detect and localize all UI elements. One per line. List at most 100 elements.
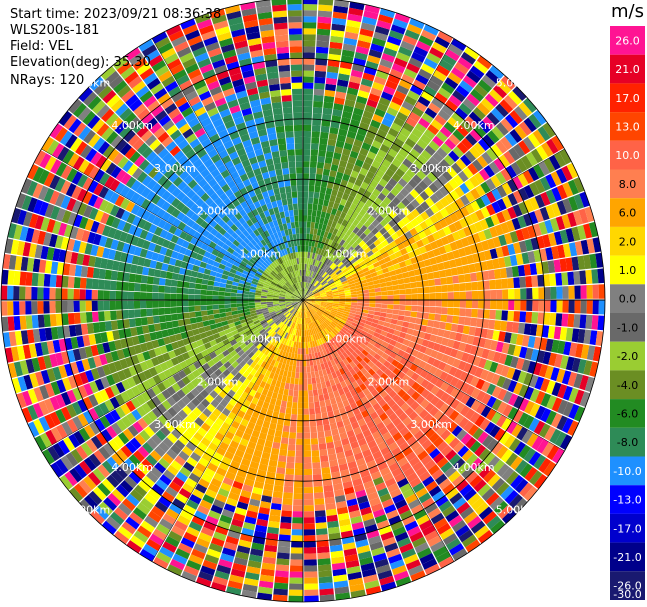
range-gate	[13, 316, 21, 331]
range-gate	[216, 446, 227, 457]
range-gate	[273, 436, 282, 444]
range-gate	[474, 525, 490, 539]
range-gate	[463, 488, 477, 502]
range-gate	[372, 174, 382, 184]
range-gate	[458, 417, 470, 429]
range-gate	[158, 277, 166, 286]
range-gate	[126, 212, 136, 224]
range-gate	[330, 247, 336, 255]
range-gate	[452, 249, 461, 259]
range-gate	[406, 62, 420, 74]
range-gate	[336, 85, 348, 94]
range-gate	[453, 458, 466, 470]
range-gate	[406, 212, 416, 222]
range-gate	[109, 204, 120, 217]
range-gate	[312, 279, 318, 286]
range-gate	[438, 269, 447, 278]
range-gate	[345, 25, 360, 34]
range-gate	[385, 260, 394, 268]
range-gate	[50, 159, 62, 174]
range-gate	[320, 304, 327, 308]
range-gate	[303, 535, 316, 542]
range-gate	[454, 401, 466, 413]
range-gate	[387, 482, 399, 493]
range-gate	[402, 321, 410, 328]
range-gate	[98, 199, 109, 212]
range-gate	[497, 401, 508, 414]
range-gate	[565, 327, 574, 342]
range-gate	[188, 363, 197, 373]
range-gate	[378, 356, 387, 365]
range-gate	[325, 508, 338, 517]
range-gate	[335, 342, 342, 349]
range-gate	[180, 537, 195, 549]
range-gate	[120, 391, 131, 403]
range-gate	[78, 241, 87, 254]
range-gate	[508, 147, 521, 161]
range-gate	[338, 321, 345, 327]
range-gate	[396, 477, 409, 488]
range-gate	[556, 300, 563, 313]
range-gate	[303, 511, 315, 518]
range-gate	[508, 300, 515, 311]
range-gate	[224, 265, 232, 272]
range-gate	[379, 312, 387, 318]
range-gate	[154, 500, 169, 513]
range-gate	[261, 368, 268, 376]
range-gate	[152, 284, 159, 293]
range-gate	[311, 315, 316, 322]
range-gate	[407, 250, 416, 259]
range-gate	[437, 262, 445, 271]
range-gate	[390, 24, 406, 35]
range-gate	[376, 102, 389, 113]
range-gate	[309, 329, 313, 336]
range-gate	[211, 344, 220, 352]
range-gate	[501, 509, 517, 524]
range-gate	[261, 305, 268, 309]
range-gate	[330, 285, 337, 290]
range-gate	[342, 313, 349, 318]
range-gate	[409, 188, 420, 199]
range-gate	[275, 380, 282, 388]
range-gate	[271, 392, 278, 400]
range-gate	[365, 130, 377, 140]
range-gate	[25, 315, 33, 330]
range-gate	[238, 330, 246, 337]
range-gate	[400, 462, 412, 473]
range-gate	[432, 231, 441, 241]
range-gate	[369, 145, 380, 155]
range-gate	[500, 136, 513, 151]
range-gate	[495, 341, 504, 353]
range-gate	[137, 256, 146, 267]
range-gate	[264, 362, 271, 370]
range-gate	[454, 257, 463, 267]
range-gate	[157, 219, 167, 229]
range-gate	[248, 302, 255, 306]
range-gate	[362, 309, 369, 314]
range-gate	[397, 537, 412, 548]
range-gate	[446, 356, 456, 366]
range-gate	[415, 274, 423, 282]
range-gate	[416, 281, 424, 288]
range-gate	[331, 115, 342, 123]
range-gate	[264, 324, 271, 331]
range-gate	[322, 271, 328, 278]
range-gate	[435, 292, 442, 300]
range-gate	[515, 334, 524, 346]
range-gate	[367, 313, 374, 319]
range-gate	[83, 424, 96, 439]
range-gate	[272, 491, 283, 499]
range-gate	[331, 428, 339, 436]
range-gate	[432, 436, 444, 448]
range-gate	[66, 168, 78, 183]
range-gate	[322, 336, 328, 343]
range-gate	[16, 240, 26, 256]
range-gate	[303, 275, 306, 282]
range-gate	[304, 275, 307, 283]
range-gate	[508, 90, 523, 106]
range-gate	[439, 197, 450, 208]
range-gate	[268, 459, 278, 468]
range-gate	[242, 432, 252, 441]
range-gate	[319, 137, 328, 145]
range-gate	[186, 330, 194, 338]
